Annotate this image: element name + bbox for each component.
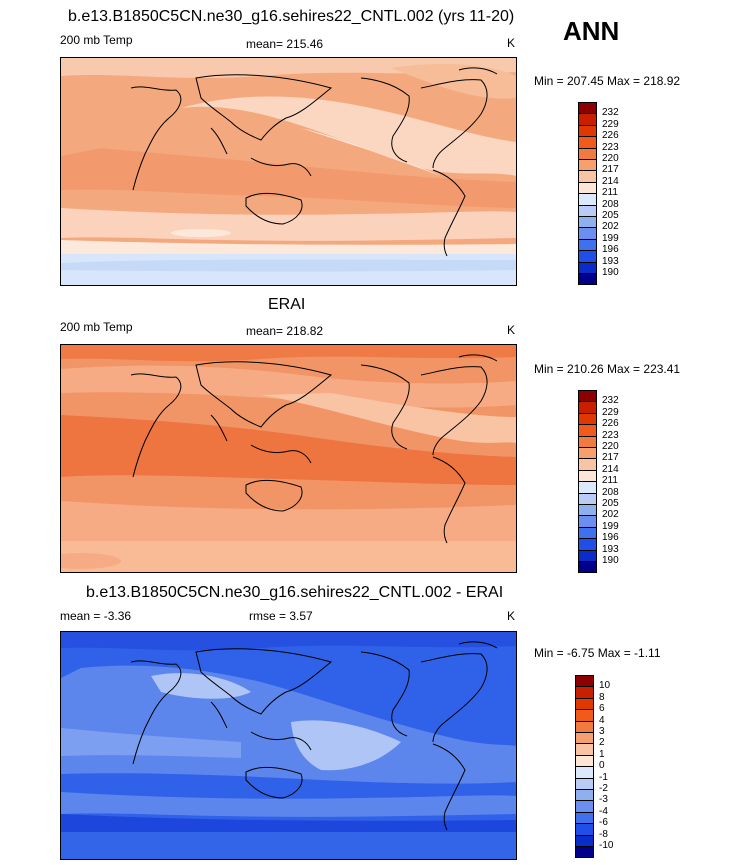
- colorbar-swatch: [578, 273, 597, 286]
- colorbar-tick-label: 217: [602, 452, 619, 464]
- panel1-units-label: K: [507, 36, 516, 50]
- panel1-colorbar: 232 229 226 223 220 217 214 211 208 205 202 199 196 1…: [578, 102, 638, 286]
- panel2-map: [60, 344, 517, 573]
- colorbar-tick-label: 211: [602, 187, 618, 199]
- colorbar-tick-label: -2: [599, 783, 608, 794]
- colorbar-tick-label: 202: [602, 221, 619, 233]
- panel3-title: b.e13.B1850C5CN.ne30_g16.sehires22_CNTL.…: [86, 584, 504, 601]
- colorbar-swatch: [575, 846, 594, 859]
- colorbar-tick-label: 6: [599, 703, 605, 715]
- colorbar-tick-label: 10: [599, 680, 611, 692]
- colorbar-tick-label: 202: [602, 509, 619, 521]
- colorbar-tick-label: 3: [599, 726, 605, 737]
- season-label: ANN: [563, 16, 620, 46]
- colorbar-tick-label: 229: [602, 406, 619, 418]
- colorbar-tick-label: 199: [602, 520, 619, 532]
- panel1-variable-label: 200 mb Temp: [60, 33, 133, 47]
- colorbar-tick-label: 220: [602, 441, 619, 452]
- colorbar-swatch: [578, 561, 597, 574]
- colorbar-tick-label: 193: [602, 543, 619, 555]
- colorbar-tick-label: 190: [602, 267, 619, 278]
- colorbar-tick-label: 220: [602, 153, 619, 164]
- colorbar-tick-label: 223: [602, 429, 619, 441]
- panel2-units-label: K: [507, 323, 516, 337]
- panel1-title: b.e13.B1850C5CN.ne30_g16.sehires22_CNTL.…: [68, 8, 515, 25]
- colorbar-tick-label: 8: [599, 691, 605, 703]
- panel3-mean-label: mean = -3.36: [60, 609, 132, 623]
- colorbar-tick-label: 4: [599, 714, 605, 726]
- panel1-map: [60, 57, 517, 286]
- panel3-map: [60, 631, 517, 860]
- colorbar-tick-label: 208: [602, 486, 619, 498]
- colorbar-tick-label: 205: [602, 210, 619, 221]
- colorbar-tick-label: 208: [602, 198, 619, 210]
- panel2-mean-label: mean= 218.82: [246, 324, 324, 338]
- colorbar-tick-label: -6: [599, 817, 608, 829]
- colorbar-tick-label: -10: [599, 840, 614, 851]
- colorbar-tick-label: 0: [599, 760, 605, 772]
- colorbar-tick-label: 196: [602, 244, 619, 256]
- panel1-mean-label: mean= 215.46: [246, 37, 324, 51]
- colorbar-tick-label: 199: [602, 232, 619, 244]
- colorbar-tick-label: -3: [599, 794, 608, 806]
- colorbar-tick-label: 232: [602, 395, 619, 407]
- colorbar-tick-label: -8: [599, 828, 608, 840]
- colorbar-tick-label: 1: [599, 748, 605, 760]
- colorbar-tick-label: 214: [602, 463, 619, 475]
- colorbar-tick-label: 217: [602, 164, 619, 176]
- panel3-colorbar: 10 8 6 4 3 2 1 0 -1 -2 -3 -4 -6 -8 -10: [575, 675, 635, 859]
- colorbar-tick-label: 223: [602, 141, 619, 153]
- colorbar-tick-label: 211: [602, 475, 618, 487]
- colorbar-tick-label: 226: [602, 418, 619, 430]
- panel2-colorbar: 232 229 226 223 220 217 214 211 208 205 202 199 196 1…: [578, 390, 638, 574]
- colorbar-tick-label: 205: [602, 498, 619, 509]
- colorbar-tick-label: 196: [602, 532, 619, 544]
- panel2-variable-label: 200 mb Temp: [60, 320, 133, 334]
- panel3-rmse-label: rmse = 3.57: [249, 609, 313, 623]
- colorbar-tick-label: 214: [602, 175, 619, 187]
- colorbar-tick-label: 2: [599, 737, 605, 749]
- panel2-title: ERAI: [268, 296, 306, 313]
- colorbar-tick-label: -4: [599, 805, 608, 817]
- panel3-minmax-label: Min = -6.75 Max = -1.11: [534, 646, 661, 660]
- colorbar-tick-label: 232: [602, 107, 619, 119]
- colorbar-tick-label: 190: [602, 555, 619, 566]
- panel1-minmax-label: Min = 207.45 Max = 218.92: [534, 74, 681, 88]
- colorbar-tick-label: 226: [602, 130, 619, 142]
- panel2-minmax-label: Min = 210.26 Max = 223.41: [534, 362, 681, 376]
- panel3-units-label: K: [507, 609, 516, 623]
- colorbar-tick-label: 193: [602, 255, 619, 267]
- colorbar-tick-label: -1: [599, 771, 608, 783]
- colorbar-tick-label: 229: [602, 118, 619, 130]
